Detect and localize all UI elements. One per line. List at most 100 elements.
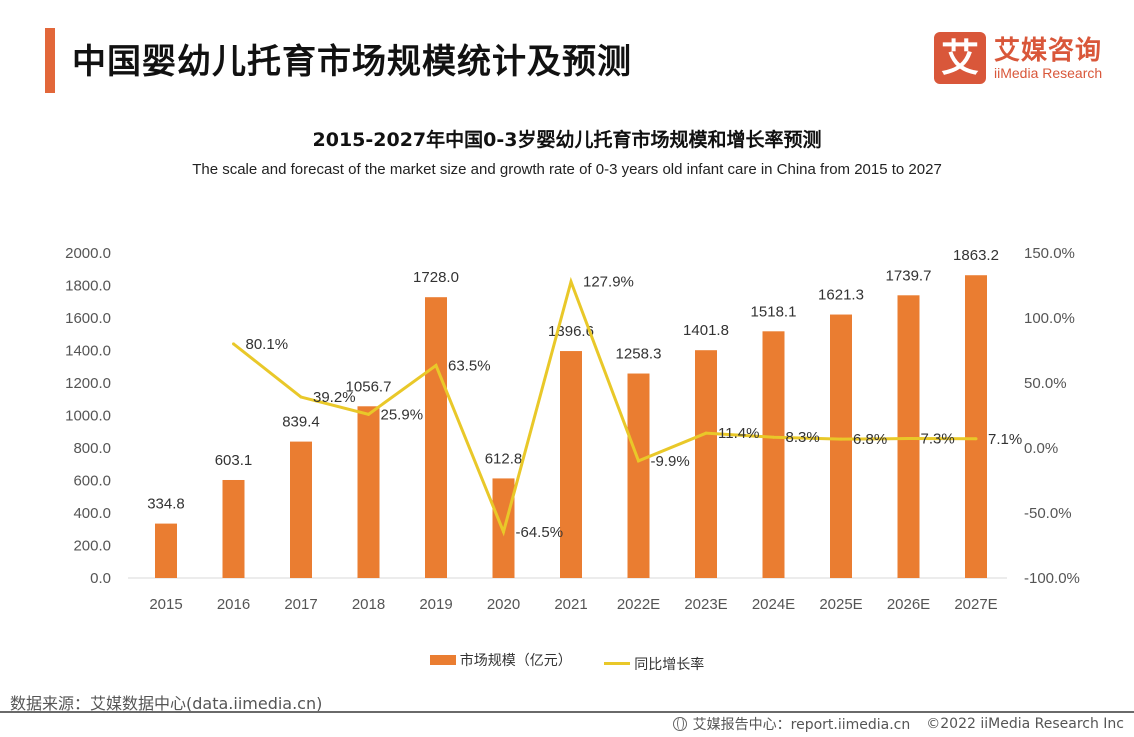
legend: 市场规模（亿元） 同比增长率 [0,650,1134,674]
bar [357,406,380,578]
chart-subtitle: The scale and forecast of the market siz… [192,161,942,178]
y-right-tick-label: 50.0% [1024,375,1067,392]
logo-chinese-name: 艾媒咨询 [994,36,1103,66]
y-right-tick-label: 0.0% [1024,440,1058,457]
bar [897,295,920,578]
bar [762,331,785,578]
y-right-tick-label: -100.0% [1024,570,1080,587]
y-left-tick-label: 1400.0 [65,343,111,360]
footer-divider [0,711,1134,713]
footer: 艾媒报告中心：report.iimedia.cn ©2022 iiMedia R… [672,714,1124,734]
bar [290,441,312,578]
bar-value-label: 612.8 [485,450,523,467]
line-value-label: -9.9% [651,453,690,470]
globe-icon [672,717,687,731]
bar [425,297,447,578]
line-point [772,435,775,439]
bar-value-label: 1728.0 [413,269,459,286]
line-value-label: 25.9% [381,406,424,423]
line-value-label: -64.5% [516,524,564,541]
line-series [232,276,978,537]
line-value-label: 80.1% [246,336,289,353]
y-left-tick-label: 1200.0 [65,375,111,392]
legend-line-label: 同比增长率 [634,656,705,673]
legend-bar-swatch [429,655,456,665]
y-left-tick-label: 1600.0 [65,310,111,327]
line-value-label: 6.8% [853,431,887,448]
line-value-label: 8.3% [786,429,820,446]
x-tick-label: 2015 [149,596,182,613]
line-value-label: 7.1% [988,431,1022,448]
iimedia-logo: 艾 艾媒咨询 iiMedia Research [934,32,1124,88]
x-tick-label: 2022E [617,596,660,613]
x-tick-label: 2019 [419,596,452,613]
y-right-tick-label: 100.0% [1024,310,1075,327]
line-point [839,437,843,441]
bar [222,479,245,578]
line-point [299,395,303,399]
bar [965,275,987,578]
line-point [502,530,505,534]
legend-bar-label: 市场规模（亿元） [459,653,572,669]
data-source: 数据来源：艾媒数据中心(data.iimedia.cn) [10,694,323,713]
y-left-tick-label: 1000.0 [65,408,111,425]
legend-line-swatch [604,662,631,665]
line-data-labels: 80.1% 39.2% 25.9% 63.5% -64.5% 127.9% -9.9% 11.… [246,274,1023,541]
line-value-label: 7.3% [921,431,955,448]
x-tick-label: 2021 [554,596,587,613]
x-tick-label: 2017 [284,596,317,613]
line-value-label: 63.5% [448,357,491,374]
bar-series [155,275,987,578]
line-point [637,459,640,463]
legend-item-market-size: 市场规模（亿元） [429,650,572,670]
bar-value-label: 1518.1 [751,303,797,320]
y-right-tick-label: 150.0% [1024,245,1075,262]
growth-rate-line [232,276,977,537]
bar-value-label: 1258.3 [616,346,662,363]
logo-english-name: iiMedia Research [994,65,1103,81]
x-tick-label: 2023E [684,596,727,613]
page-title: 中国婴幼儿托育市场规模统计及预测 [72,42,632,82]
line-point [434,363,438,367]
legend-item-growth-rate: 同比增长率 [604,654,704,674]
bar-value-label: 1739.7 [886,267,932,284]
y-left-tick-label: 600.0 [73,473,111,490]
bar-value-label: 1401.8 [683,322,729,339]
x-axis: 2015 2016 2017 2018 2019 2020 2021 2022E 2023E 20… [149,596,997,613]
bar [155,523,177,578]
x-tick-label: 2020 [487,596,520,613]
x-tick-label: 2026E [887,596,930,613]
y-left-tick-label: 200.0 [73,538,111,555]
bar [627,373,650,578]
line-point [569,280,573,284]
line-point [232,342,235,346]
chart-title: 2015-2027年中国0-3岁婴幼儿托育市场规模和增长率预测 [312,129,822,151]
bar-value-label: 1621.3 [818,287,864,304]
x-tick-label: 2018 [352,596,385,613]
line-value-label: 11.4% [718,425,759,442]
y-axis-right: -100.0% -50.0% 0.0% 50.0% 100.0% 150.0% [1024,245,1080,587]
bar-value-label: 603.1 [215,452,253,469]
line-value-label: 127.9% [583,274,634,291]
report-center-link[interactable]: 艾媒报告中心：report.iimedia.cn [692,717,911,733]
bar-value-label: 334.8 [147,496,185,513]
y-left-tick-label: 1800.0 [65,278,111,295]
line-value-label: 39.2% [313,389,356,406]
y-left-tick-label: 0.0 [90,570,111,587]
x-tick-label: 2016 [217,596,250,613]
title-accent-bar [45,28,55,93]
logo-mark-icon: 艾 [934,32,986,84]
y-left-tick-label: 400.0 [73,505,111,522]
x-tick-label: 2025E [819,596,862,613]
bar-value-label: 839.4 [282,414,320,431]
x-tick-label: 2024E [752,596,795,613]
bar-value-label: 1863.2 [953,247,999,264]
line-point [704,431,708,435]
bar-value-label: 1056.7 [346,378,392,395]
line-point [367,412,370,416]
line-point [907,437,910,441]
y-left-tick-label: 2000.0 [65,245,111,262]
copyright: ©2022 iiMedia Research Inc [926,716,1124,732]
bar [560,351,582,578]
